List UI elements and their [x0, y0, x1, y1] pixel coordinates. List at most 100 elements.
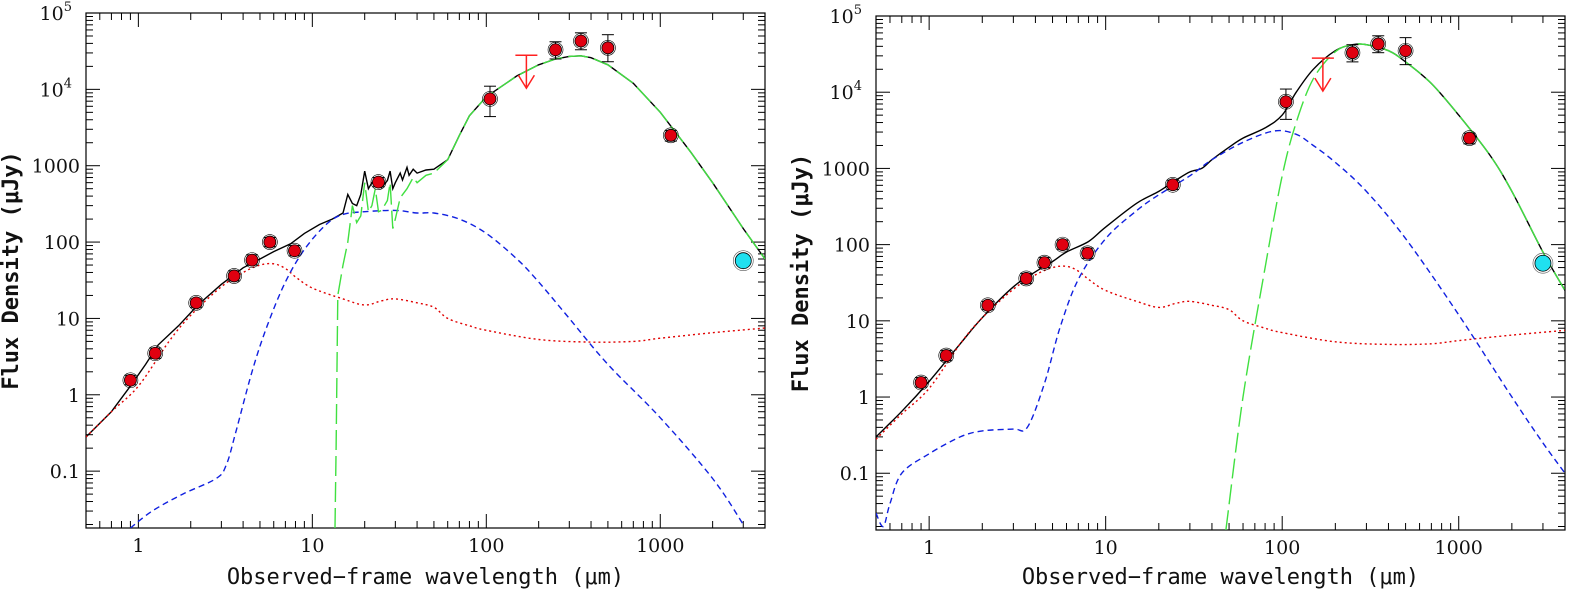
data-point-ring	[188, 295, 205, 311]
axis-ticks	[875, 15, 1566, 530]
y-tick-exponent: 4	[64, 76, 72, 91]
data-point-ring	[1036, 254, 1053, 271]
data-point-ring	[1397, 42, 1414, 59]
data-point	[939, 349, 953, 362]
data-point	[549, 43, 562, 57]
data-point-ring	[262, 234, 278, 250]
x-tick-label: 10	[300, 535, 324, 557]
data-point	[245, 253, 259, 267]
data-point-ring	[1461, 130, 1478, 146]
data-points	[913, 35, 1554, 391]
y-tick-label: 1	[858, 387, 870, 409]
data-point	[263, 235, 277, 249]
submm-data-point	[1534, 254, 1552, 272]
x-tick-label: 1	[923, 537, 935, 559]
y-tick-label: 105	[40, 0, 72, 25]
data-point-ring	[1079, 245, 1096, 262]
y-tick-label: 0.1	[840, 463, 870, 485]
data-point	[1166, 178, 1180, 192]
plot-frame	[875, 15, 1566, 531]
data-point-ring	[147, 345, 164, 362]
data-point-ring	[1278, 93, 1294, 110]
series-line-starburst	[334, 55, 765, 528]
upper-limit-arrowhead	[1314, 77, 1332, 93]
data-point-ring	[938, 347, 955, 364]
data-point-ring	[1054, 236, 1071, 253]
data-point	[664, 128, 678, 142]
y-tick-label: 10	[846, 311, 870, 333]
data-points	[122, 32, 754, 389]
data-point-ring	[1344, 44, 1361, 61]
data-point-ring	[600, 40, 616, 56]
y-tick-label: 1000	[822, 158, 870, 180]
data-point	[1081, 246, 1094, 260]
data-point	[148, 346, 162, 360]
series-line-total	[86, 55, 765, 438]
data-point	[1056, 238, 1069, 252]
y-tick-label: 104	[830, 79, 862, 104]
series-line-hot-dust	[129, 209, 744, 528]
series-group	[876, 43, 1565, 530]
data-point	[574, 34, 588, 48]
plot-frame	[85, 12, 766, 529]
data-point-ring	[663, 127, 679, 144]
y-axis-title: Flux Density (μJy)	[789, 154, 814, 392]
data-point	[981, 298, 995, 312]
y-tick-exponent: 5	[64, 0, 72, 15]
x-axis-title: Observed−frame wavelength (μm)	[227, 565, 624, 590]
series-line-total	[876, 43, 1565, 438]
series-group	[86, 55, 765, 528]
data-point-ring	[547, 41, 564, 58]
y-axis-title: Flux Density (μJy)	[0, 151, 24, 389]
series-line-hot-dust	[876, 129, 1565, 528]
data-point	[1463, 131, 1476, 145]
data-point	[1019, 272, 1033, 285]
left-panel: 1 10 100 1000 0.1 1 10 100 1000 104 105 Observed−fr…	[0, 0, 766, 590]
series-line-stellar	[86, 262, 765, 438]
data-point-ring	[122, 372, 139, 389]
data-point-ring	[226, 268, 242, 284]
right-panel: 1 10 100 1000 0.1 1 10 100 1000 104 105 Observed−fr…	[789, 3, 1566, 590]
data-point	[1399, 44, 1412, 58]
data-point	[189, 296, 203, 310]
y-tick-label: 0.1	[50, 461, 80, 483]
data-point-ring	[370, 174, 387, 190]
submm-data-point	[734, 252, 752, 270]
y-tick-label: 10	[56, 308, 80, 330]
x-tick-label: 1000	[1435, 537, 1483, 559]
upper-limit-arrowhead	[517, 74, 536, 90]
x-tick-label: 1000	[636, 535, 684, 557]
y-tick-label: 104	[40, 76, 72, 101]
data-point	[1371, 37, 1385, 51]
x-tick-label: 1	[132, 535, 144, 557]
data-point-ring	[1018, 270, 1035, 287]
data-point	[124, 373, 137, 387]
y-tick-exponent: 5	[854, 3, 862, 18]
series-line-stellar	[876, 265, 1565, 440]
x-axis-title: Observed−frame wavelength (μm)	[1022, 565, 1419, 590]
axis-ticks	[85, 12, 766, 528]
data-point	[227, 269, 241, 283]
y-tick-label: 100	[834, 235, 870, 257]
x-tick-label: 100	[468, 535, 504, 557]
data-point	[483, 92, 497, 106]
y-tick-label: 105	[830, 3, 862, 28]
data-point	[1346, 46, 1359, 60]
x-tick-label: 10	[1094, 537, 1118, 559]
data-point-ring	[286, 242, 303, 259]
y-tick-exponent: 4	[854, 79, 862, 94]
data-point	[1038, 256, 1051, 270]
data-point	[1279, 95, 1293, 109]
submm-data-point-ring	[1532, 252, 1554, 274]
data-point	[601, 41, 615, 55]
data-point	[914, 376, 928, 389]
data-point-ring	[482, 91, 498, 107]
data-point-ring	[573, 33, 589, 49]
data-point-ring	[1370, 36, 1387, 52]
y-tick-label: 1	[68, 385, 80, 407]
data-point-ring	[913, 374, 929, 391]
data-point-ring	[1164, 176, 1181, 193]
data-point	[288, 244, 301, 258]
submm-data-point-ring	[732, 250, 754, 272]
